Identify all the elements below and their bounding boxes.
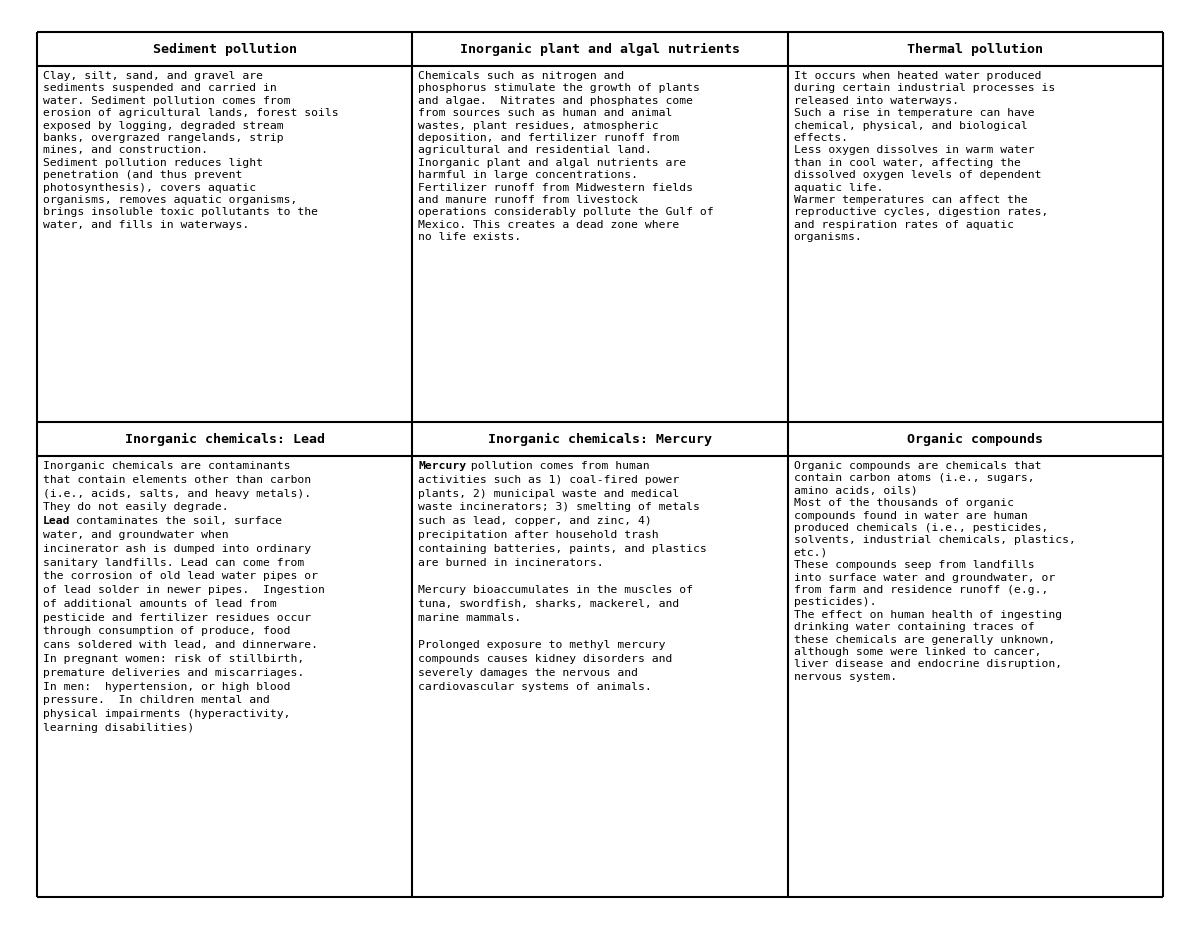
Text: containing batteries, paints, and plastics: containing batteries, paints, and plasti… (419, 544, 707, 553)
Text: are burned in incinerators.: are burned in incinerators. (419, 557, 604, 567)
Text: plants, 2) municipal waste and medical: plants, 2) municipal waste and medical (419, 489, 679, 499)
Text: cardiovascular systems of animals.: cardiovascular systems of animals. (419, 681, 652, 692)
Text: Prolonged exposure to methyl mercury: Prolonged exposure to methyl mercury (419, 641, 666, 650)
Text: Mercury bioaccumulates in the muscles of: Mercury bioaccumulates in the muscles of (419, 585, 694, 595)
Text: cans soldered with lead, and dinnerware.: cans soldered with lead, and dinnerware. (43, 641, 318, 650)
Text: the corrosion of old lead water pipes or: the corrosion of old lead water pipes or (43, 571, 318, 581)
Text: activities such as 1) coal-fired power: activities such as 1) coal-fired power (419, 475, 679, 485)
Text: incinerator ash is dumped into ordinary: incinerator ash is dumped into ordinary (43, 544, 311, 553)
Text: compounds causes kidney disorders and: compounds causes kidney disorders and (419, 654, 673, 664)
Text: Clay, silt, sand, and gravel are
sediments suspended and carried in
water. Sedim: Clay, silt, sand, and gravel are sedimen… (43, 71, 338, 230)
Text: Inorganic chemicals: Lead: Inorganic chemicals: Lead (125, 433, 325, 446)
Text: that contain elements other than carbon: that contain elements other than carbon (43, 475, 311, 485)
Text: pressure.  In children mental and: pressure. In children mental and (43, 695, 270, 705)
Text: Lead: Lead (43, 516, 71, 527)
Text: of lead solder in newer pipes.  Ingestion: of lead solder in newer pipes. Ingestion (43, 585, 325, 595)
Text: It occurs when heated water produced
during certain industrial processes is
rele: It occurs when heated water produced dur… (793, 71, 1055, 242)
Text: Inorganic chemicals: Mercury: Inorganic chemicals: Mercury (488, 433, 712, 446)
Text: of additional amounts of lead from: of additional amounts of lead from (43, 599, 277, 609)
Text: Organic compounds: Organic compounds (907, 433, 1043, 446)
Text: through consumption of produce, food: through consumption of produce, food (43, 627, 290, 637)
Text: (i.e., acids, salts, and heavy metals).: (i.e., acids, salts, and heavy metals). (43, 489, 311, 499)
Text: pollution comes from human: pollution comes from human (464, 461, 650, 471)
Text: In pregnant women: risk of stillbirth,: In pregnant women: risk of stillbirth, (43, 654, 305, 664)
Text: pesticide and fertilizer residues occur: pesticide and fertilizer residues occur (43, 613, 311, 623)
Text: learning disabilities): learning disabilities) (43, 723, 194, 733)
Text: Organic compounds are chemicals that
contain carbon atoms (i.e., sugars,
amino a: Organic compounds are chemicals that con… (793, 461, 1075, 681)
Text: Inorganic plant and algal nutrients: Inorganic plant and algal nutrients (460, 43, 740, 56)
Text: Chemicals such as nitrogen and
phosphorus stimulate the growth of plants
and alg: Chemicals such as nitrogen and phosphoru… (419, 71, 714, 242)
Text: contaminates the soil, surface: contaminates the soil, surface (70, 516, 282, 527)
Text: sanitary landfills. Lead can come from: sanitary landfills. Lead can come from (43, 557, 305, 567)
Text: They do not easily degrade.: They do not easily degrade. (43, 502, 229, 513)
Text: premature deliveries and miscarriages.: premature deliveries and miscarriages. (43, 667, 305, 678)
Text: precipitation after household trash: precipitation after household trash (419, 530, 659, 540)
Text: Mercury: Mercury (419, 461, 467, 471)
Text: Inorganic chemicals are contaminants: Inorganic chemicals are contaminants (43, 461, 290, 471)
Text: Sediment pollution: Sediment pollution (152, 43, 296, 56)
Text: In men:  hypertension, or high blood: In men: hypertension, or high blood (43, 681, 290, 692)
Text: tuna, swordfish, sharks, mackerel, and: tuna, swordfish, sharks, mackerel, and (419, 599, 679, 609)
Text: such as lead, copper, and zinc, 4): such as lead, copper, and zinc, 4) (419, 516, 652, 527)
Text: water, and groundwater when: water, and groundwater when (43, 530, 229, 540)
Text: marine mammals.: marine mammals. (419, 613, 522, 623)
Text: physical impairments (hyperactivity,: physical impairments (hyperactivity, (43, 709, 290, 719)
Text: waste incinerators; 3) smelting of metals: waste incinerators; 3) smelting of metal… (419, 502, 701, 513)
Text: Thermal pollution: Thermal pollution (907, 43, 1043, 56)
Text: severely damages the nervous and: severely damages the nervous and (419, 667, 638, 678)
